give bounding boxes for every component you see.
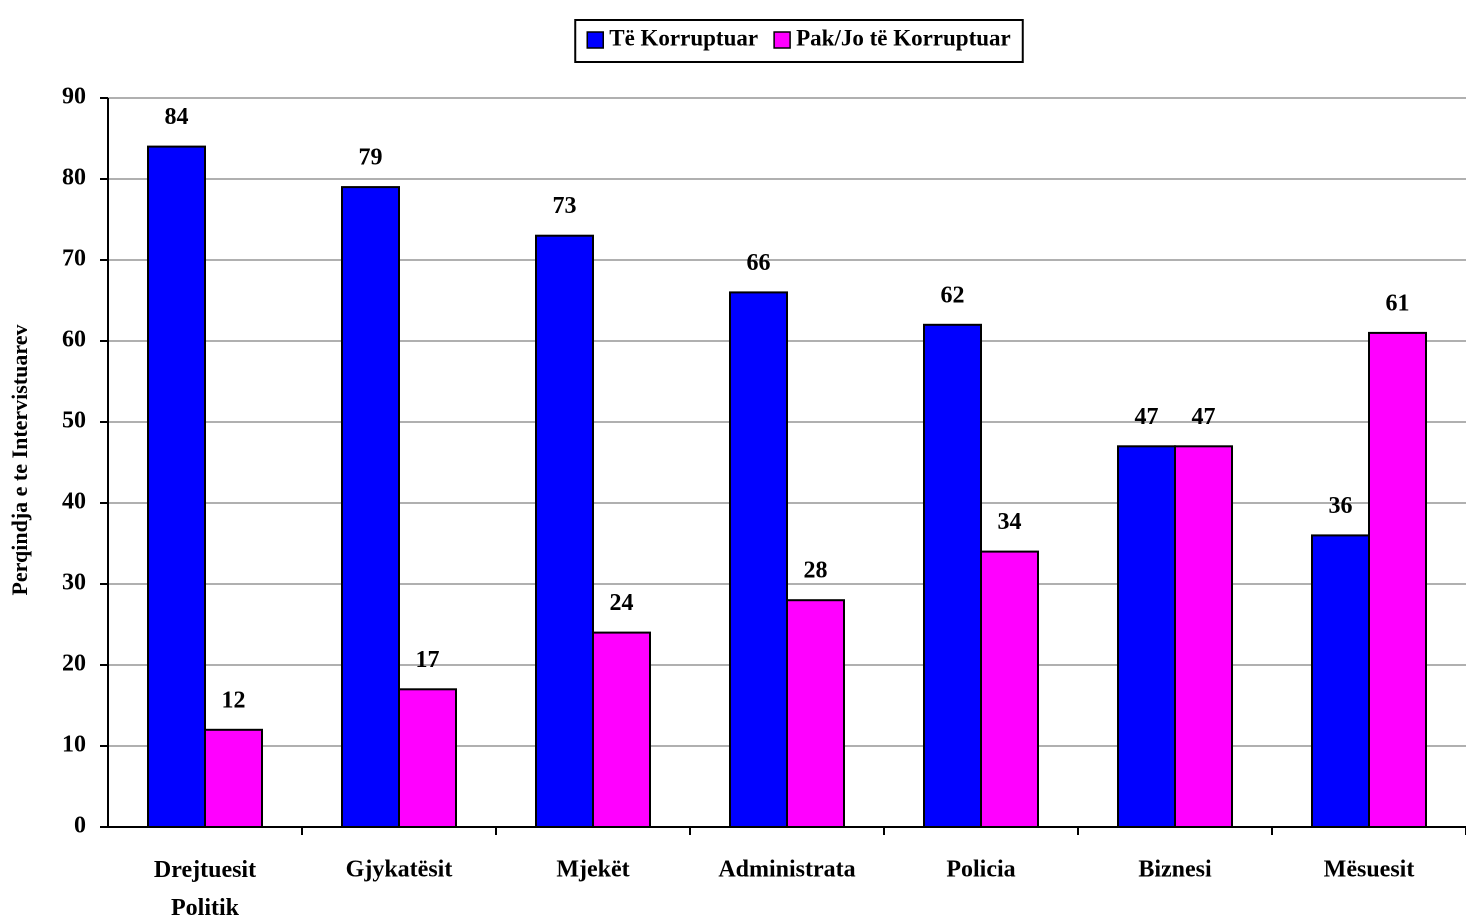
y-tick-label: 60 (62, 327, 86, 353)
data-label: 36 (1329, 493, 1353, 519)
bar (147, 145, 206, 829)
x-tick-label: Drejtuesit Politik (154, 857, 256, 921)
data-label: 61 (1386, 290, 1410, 316)
bar (341, 186, 400, 829)
bar (398, 688, 457, 828)
bar (1117, 445, 1176, 828)
bar (786, 599, 845, 829)
y-tick-label: 20 (62, 651, 86, 677)
data-label: 47 (1192, 404, 1216, 430)
bar (592, 631, 651, 828)
y-tick-label: 80 (62, 165, 86, 191)
bar (980, 550, 1039, 828)
x-tick-label: Biznesi (1138, 857, 1212, 883)
bar (1174, 445, 1233, 828)
x-tick-label: Mjekët (556, 857, 629, 883)
y-tick-label: 0 (74, 813, 86, 839)
data-label: 34 (998, 509, 1022, 535)
data-label: 12 (222, 687, 246, 713)
x-tick-label: Gjykatësit (346, 857, 453, 883)
data-label: 79 (359, 145, 383, 171)
x-tick-label: Administrata (718, 857, 855, 883)
y-tick-label: 40 (62, 489, 86, 515)
data-label: 73 (553, 193, 577, 219)
x-tick-label: Policia (946, 857, 1015, 883)
data-label: 66 (747, 250, 771, 276)
data-label: 84 (165, 104, 189, 130)
legend-swatch (773, 31, 791, 49)
data-label: 17 (416, 647, 440, 673)
data-label: 28 (804, 558, 828, 584)
data-label: 24 (610, 590, 634, 616)
legend-swatch (586, 31, 604, 49)
y-tick-label: 30 (62, 570, 86, 596)
legend-label: Të Korruptuar (609, 25, 758, 50)
data-label: 62 (941, 282, 965, 308)
bar (535, 234, 594, 828)
y-tick-label: 70 (62, 246, 86, 272)
legend-label: Pak/Jo të Korruptuar (796, 25, 1011, 50)
x-tick-label: Mësuesit (1324, 857, 1415, 883)
bar (729, 291, 788, 828)
legend: Të Korruptuar Pak/Jo të Korruptuar (574, 19, 1024, 63)
y-tick-label: 50 (62, 408, 86, 434)
y-axis-label: Perqindja e te Intervistuarev (7, 324, 32, 595)
data-label: 47 (1135, 404, 1159, 430)
bar (1311, 534, 1370, 829)
bar (1368, 331, 1427, 828)
y-tick-label: 90 (62, 84, 86, 110)
bar (204, 728, 263, 828)
legend-box (574, 19, 1024, 63)
bar (923, 323, 982, 828)
y-tick-label: 10 (62, 732, 86, 758)
